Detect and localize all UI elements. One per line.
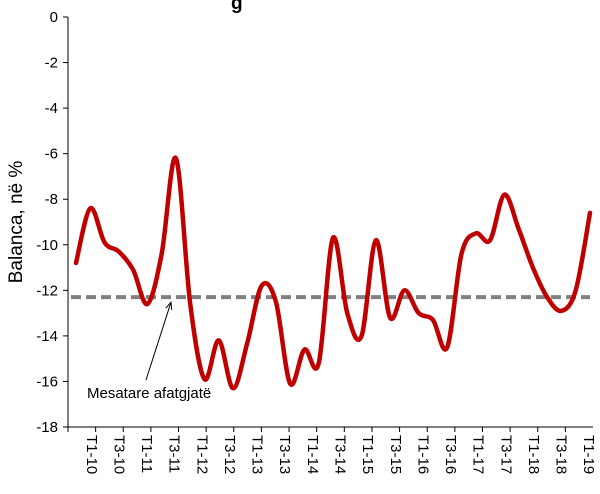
- y-tick-label: -8: [45, 191, 58, 208]
- y-tick-label: -16: [36, 373, 58, 390]
- y-axis-title: Balanca, në %: [6, 161, 27, 284]
- x-tick-label: T3-11: [166, 435, 183, 473]
- x-tick-label: T1-18: [525, 435, 542, 474]
- x-tick-label: T1-16: [414, 435, 431, 474]
- annotation-label: Mesatare afatgjatë: [87, 385, 211, 402]
- y-tick-label: -18: [36, 419, 58, 436]
- y-tick-label: -10: [36, 237, 58, 254]
- x-axis-ticks: [67, 427, 566, 432]
- annotation-arrowhead: [165, 300, 173, 311]
- x-tick-label: T3-14: [332, 435, 349, 474]
- y-tick-label: -2: [45, 55, 58, 72]
- x-tick-label: T1-12: [193, 435, 210, 474]
- y-tick-label: 0: [50, 9, 58, 26]
- x-tick-label: T1-17: [470, 435, 487, 474]
- x-tick-label: T3-12: [221, 435, 238, 474]
- x-axis-tick-labels: T1-10 T3-10 T1-11 T3-11 T1-12 T3-12 T1-13 T3-13…: [83, 435, 597, 474]
- chart-title-fragment: g: [231, 0, 243, 14]
- x-tick-label: T3-17: [497, 435, 514, 474]
- x-tick-label: T1-15: [359, 435, 376, 474]
- annotation-arrow: [145, 302, 172, 381]
- y-tick-label: -12: [36, 282, 58, 299]
- x-tick-label: T1-13: [249, 435, 266, 474]
- x-tick-label: T1-10: [83, 435, 100, 474]
- x-tick-label: T1-19: [580, 435, 597, 474]
- x-tick-label: T1-14: [304, 435, 321, 474]
- x-tick-label: T3-16: [442, 435, 459, 474]
- y-tick-label: -4: [45, 100, 58, 117]
- series-line-balance: [73, 155, 593, 391]
- y-tick-label: -6: [45, 146, 58, 163]
- y-axis-tick-labels: 0 -2 -4 -6 -8 -10 -12 -14 -16 -18: [36, 9, 58, 436]
- x-tick-label: T3-10: [110, 435, 127, 474]
- y-tick-label: -14: [36, 328, 58, 345]
- y-axis-ticks: [63, 16, 68, 428]
- x-tick-label: T3-13: [276, 435, 293, 474]
- x-tick-label: T3-18: [553, 435, 570, 474]
- x-tick-label: T3-15: [387, 435, 404, 474]
- x-tick-label: T1-11: [138, 435, 155, 473]
